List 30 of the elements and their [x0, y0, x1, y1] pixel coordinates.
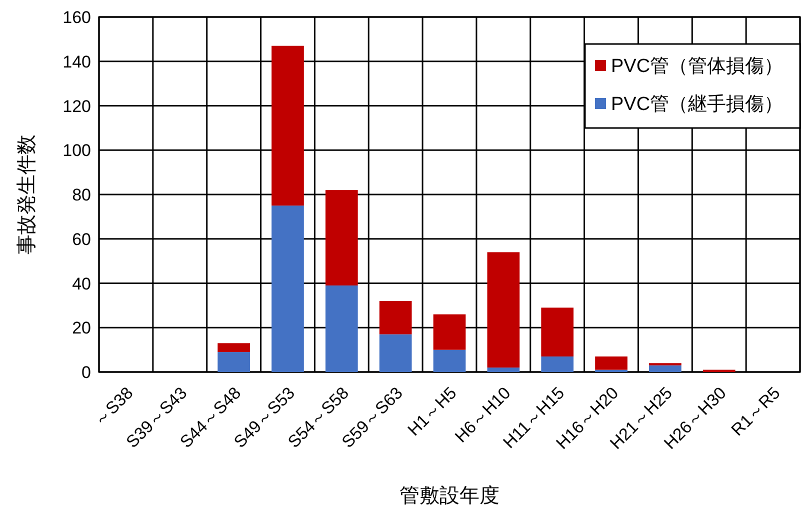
y-axis-title: 事故発生件数	[16, 134, 38, 254]
x-axis-title: 管敷設年度	[400, 485, 500, 507]
y-tick-label: 40	[72, 274, 91, 294]
bar	[218, 352, 250, 372]
bar	[433, 314, 466, 350]
bar	[487, 252, 520, 368]
y-tick-label: 160	[62, 8, 91, 27]
x-tick-label: R1～R5	[728, 383, 784, 440]
y-tick-label: 100	[62, 141, 91, 160]
y-tick-label: 80	[72, 186, 91, 204]
bar	[649, 365, 682, 372]
bar	[379, 334, 412, 372]
y-tick-label: 0	[82, 363, 91, 382]
bar	[218, 343, 250, 352]
bar	[487, 368, 520, 372]
legend-label: PVC管（管体損傷）	[611, 56, 784, 77]
bar	[325, 285, 358, 372]
bar	[325, 190, 358, 286]
bar	[272, 206, 304, 372]
y-tick-label: 140	[62, 52, 91, 72]
legend-label: PVC管（継手損傷）	[611, 94, 784, 115]
bar	[595, 356, 628, 370]
bar	[541, 308, 574, 356]
bar	[433, 350, 466, 372]
bar	[379, 301, 412, 334]
y-tick-label: 20	[72, 318, 91, 338]
y-tick-label: 60	[72, 230, 91, 249]
bar	[272, 46, 304, 206]
y-tick-label: 120	[62, 96, 91, 116]
bar	[541, 356, 574, 372]
